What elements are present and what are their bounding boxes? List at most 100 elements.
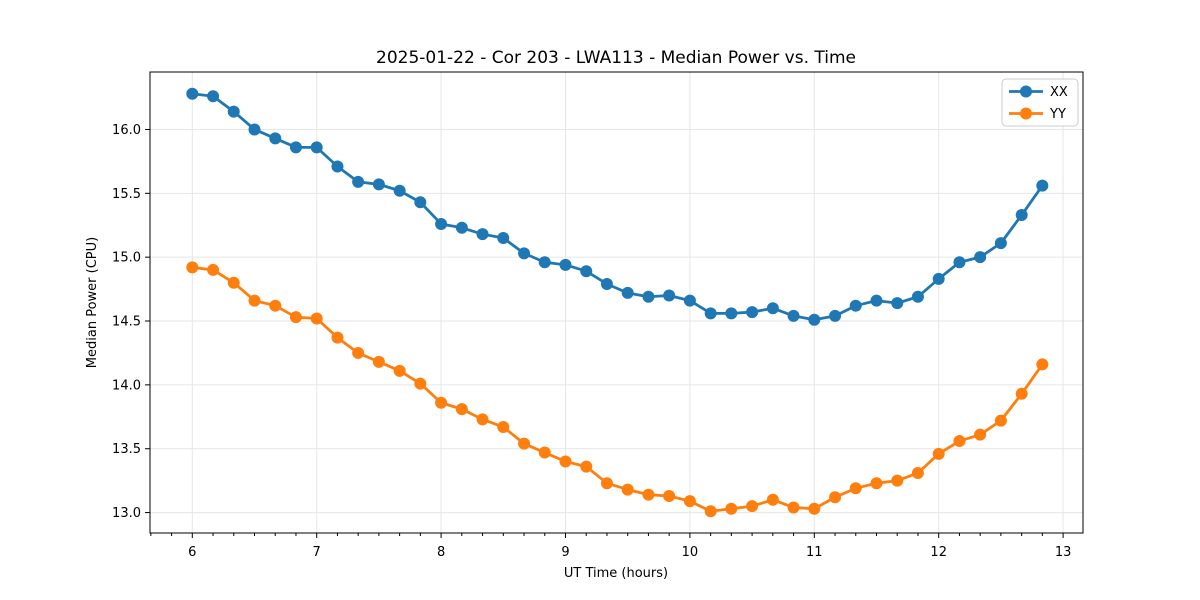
data-point-yy — [497, 421, 510, 434]
data-point-yy — [352, 346, 365, 359]
y-tick-label: 14.5 — [112, 315, 141, 330]
data-point-yy — [538, 446, 551, 459]
x-tick-label: 10 — [682, 545, 699, 560]
data-point-yy — [621, 483, 634, 496]
data-point-yy — [932, 447, 945, 460]
data-point-yy — [683, 495, 696, 508]
data-point-xx — [911, 290, 924, 303]
legend-label-yy: YY — [1049, 107, 1066, 122]
data-point-xx — [207, 90, 220, 103]
data-point-xx — [559, 258, 572, 271]
data-point-xx — [600, 277, 613, 290]
data-point-xx — [331, 160, 344, 173]
data-point-yy — [829, 491, 842, 504]
data-point-xx — [642, 290, 655, 303]
x-axis-label: UT Time (hours) — [564, 566, 668, 581]
data-point-xx — [352, 175, 365, 188]
data-point-yy — [746, 500, 759, 513]
data-point-xx — [372, 178, 385, 191]
data-point-yy — [766, 493, 779, 506]
data-point-yy — [849, 482, 862, 495]
data-point-yy — [580, 460, 593, 473]
y-axis-label: Median Power (CPU) — [85, 237, 100, 368]
data-point-xx — [704, 307, 717, 320]
data-point-yy — [974, 428, 987, 441]
data-point-xx — [435, 217, 448, 230]
data-point-xx — [455, 221, 468, 234]
data-point-xx — [849, 299, 862, 312]
plot-area-border — [149, 71, 1084, 534]
data-point-xx — [746, 306, 759, 319]
data-point-yy — [227, 276, 240, 289]
data-point-xx — [269, 132, 282, 145]
data-point-yy — [891, 474, 904, 487]
y-tick-label: 16.0 — [112, 123, 141, 138]
data-point-xx — [476, 228, 489, 241]
data-point-yy — [642, 488, 655, 501]
data-point-xx — [870, 294, 883, 307]
data-point-xx — [1015, 209, 1028, 222]
data-point-yy — [248, 294, 261, 307]
data-point-yy — [1015, 387, 1028, 400]
x-tick-label: 7 — [313, 545, 321, 560]
data-point-yy — [518, 437, 531, 450]
data-point-xx — [974, 251, 987, 264]
y-tick-label: 15.5 — [112, 187, 141, 202]
data-point-xx — [994, 237, 1007, 250]
data-point-xx — [766, 302, 779, 315]
x-tick-label: 12 — [930, 545, 947, 560]
data-point-xx — [1036, 179, 1049, 192]
data-point-yy — [455, 403, 468, 416]
data-point-xx — [310, 141, 323, 154]
y-tick-label: 14.0 — [112, 378, 141, 393]
data-point-yy — [1036, 358, 1049, 371]
data-point-xx — [953, 256, 966, 269]
series-line-xx — [190, 92, 1044, 322]
data-point-yy — [476, 413, 489, 426]
data-point-yy — [207, 263, 220, 276]
data-point-xx — [663, 289, 676, 302]
data-point-yy — [953, 435, 966, 448]
x-tick-label: 13 — [1055, 545, 1072, 560]
data-point-yy — [808, 502, 821, 515]
data-point-xx — [227, 105, 240, 118]
chart-title: 2025-01-22 - Cor 203 - LWA113 - Median P… — [376, 48, 856, 68]
x-tick-label: 8 — [437, 545, 445, 560]
data-point-xx — [829, 309, 842, 322]
data-point-yy — [911, 466, 924, 479]
grid-layer — [150, 72, 1083, 533]
x-tick-label: 11 — [806, 545, 823, 560]
data-point-yy — [600, 477, 613, 490]
data-point-yy — [994, 414, 1007, 427]
data-point-yy — [663, 489, 676, 502]
data-point-xx — [497, 232, 510, 245]
data-point-xx — [725, 307, 738, 320]
axes-layer: 6 7 8 9 10 11 12 13 13.0 13.5 14.0 14.5 15.0 15.5 16.0 — [112, 123, 1071, 560]
data-point-xx — [787, 309, 800, 322]
legend: XX YY — [1001, 78, 1079, 127]
data-point-yy — [435, 396, 448, 409]
data-point-xx — [683, 294, 696, 307]
data-point-yy — [310, 312, 323, 325]
data-point-xx — [808, 313, 821, 326]
legend-entry-xx: XX — [1009, 85, 1068, 100]
data-point-xx — [580, 265, 593, 278]
data-point-yy — [393, 364, 406, 377]
data-point-yy — [331, 331, 344, 344]
x-tick-label: 6 — [188, 545, 196, 560]
legend-marker-xx-icon — [1020, 85, 1032, 98]
x-tick-label: 9 — [561, 545, 569, 560]
data-point-yy — [725, 502, 738, 515]
data-point-yy — [414, 377, 427, 390]
data-point-yy — [787, 501, 800, 514]
series-layer — [186, 87, 1049, 518]
data-point-xx — [186, 87, 199, 100]
data-point-xx — [248, 123, 261, 136]
data-point-xx — [621, 286, 634, 299]
data-point-xx — [393, 184, 406, 197]
data-point-xx — [932, 272, 945, 285]
data-point-yy — [372, 355, 385, 368]
legend-marker-yy-icon — [1020, 107, 1032, 120]
